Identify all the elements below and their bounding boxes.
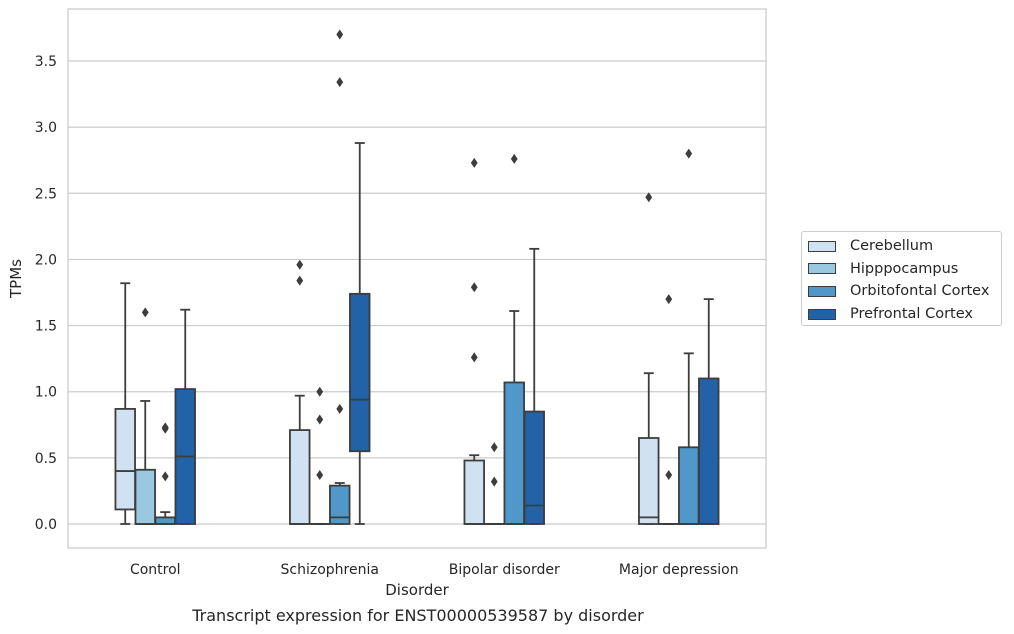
y-tick-label: 1.5 — [35, 319, 57, 335]
box — [638, 437, 660, 525]
x-axis-ticks: Control Schizophrenia Bipolar disorder Majo… — [130, 562, 739, 578]
outlier-point — [510, 153, 518, 164]
box-1-3 — [658, 294, 680, 525]
outlier-point — [470, 352, 478, 363]
y-axis-label: TPMs — [7, 259, 25, 299]
outlier-point — [316, 470, 324, 481]
box — [349, 292, 371, 453]
legend-label: Prefrontal Cortex — [850, 306, 973, 323]
outlier-point — [490, 476, 498, 487]
legend-item: Cerebellum — [808, 235, 1001, 258]
legend-item: Prefrontal Cortex — [808, 303, 1001, 326]
outlier-point — [470, 282, 478, 293]
outlier-point — [336, 403, 344, 414]
x-tick-label: Major depression — [619, 562, 739, 578]
outlier-point — [161, 422, 169, 433]
y-tick-label: 0.5 — [35, 451, 57, 467]
outlier-point — [645, 192, 653, 203]
figure-caption: Transcript expression for ENST0000053958… — [192, 606, 644, 625]
outlier-point — [665, 294, 673, 305]
plot-frame — [67, 8, 767, 549]
legend-label: Cerebellum — [850, 238, 934, 255]
box — [503, 381, 525, 525]
outlier-point — [296, 259, 304, 270]
legend: Cerebellum Hipppocampus Orbitofontal Cor… — [801, 231, 1002, 326]
legend-item: Orbitofontal Cortex — [808, 280, 1001, 303]
x-tick-label: Control — [130, 562, 181, 578]
y-tick-label: 3.0 — [35, 120, 57, 136]
legend-label: Orbitofontal Cortex — [850, 283, 990, 300]
outlier-point — [161, 471, 169, 482]
outlier-point — [665, 470, 673, 481]
box-3-1 — [349, 142, 371, 525]
outlier-point — [296, 275, 304, 286]
box-1-0 — [134, 307, 156, 525]
box — [114, 408, 136, 511]
box — [698, 377, 720, 525]
box-2-0 — [154, 422, 176, 525]
outlier-point — [316, 386, 324, 397]
y-tick-label: 3.5 — [35, 54, 57, 70]
outlier-point — [141, 307, 149, 318]
legend-swatch-cerebellum — [808, 240, 836, 252]
box-3-2 — [523, 247, 545, 525]
outlier-point — [336, 29, 344, 40]
box — [678, 446, 700, 525]
box-1-2 — [483, 442, 505, 525]
legend-item: Hipppocampus — [808, 258, 1001, 281]
outlier-point — [490, 442, 498, 453]
box-3-3 — [698, 298, 720, 525]
box — [523, 410, 545, 525]
grid-lines — [68, 60, 766, 525]
box-0-2 — [463, 157, 485, 525]
box-0-3 — [638, 192, 660, 525]
y-axis-ticks: 0.0 0.5 1.0 1.5 2.0 2.5 3.0 3.5 — [35, 54, 57, 533]
box — [329, 484, 351, 525]
box-1-1 — [309, 386, 331, 525]
box-0-1 — [289, 259, 311, 525]
y-tick-label: 1.0 — [35, 385, 57, 401]
box — [154, 516, 176, 525]
y-tick-label: 2.5 — [35, 186, 57, 202]
legend-swatch-prefrontal — [808, 308, 836, 320]
x-tick-label: Schizophrenia — [281, 562, 379, 578]
legend-swatch-orbitofrontal — [808, 285, 836, 297]
box — [463, 459, 485, 525]
x-tick-label: Bipolar disorder — [449, 562, 560, 578]
outlier-point — [685, 148, 693, 159]
box-2-3 — [678, 148, 700, 525]
y-tick-label: 2.0 — [35, 252, 57, 268]
box — [134, 468, 156, 525]
outlier-point — [336, 77, 344, 88]
box — [289, 429, 311, 525]
outlier-point — [470, 157, 478, 168]
legend-swatch-hippocampus — [808, 263, 836, 275]
outlier-point — [316, 414, 324, 425]
box-plots — [114, 29, 720, 525]
y-tick-label: 0.0 — [35, 517, 57, 533]
box-3-0 — [174, 308, 196, 525]
box-2-1 — [329, 29, 351, 525]
box-2-2 — [503, 153, 525, 525]
x-axis-label: Disorder — [385, 581, 449, 599]
box-0-0 — [114, 282, 136, 525]
legend-label: Hipppocampus — [850, 260, 959, 277]
